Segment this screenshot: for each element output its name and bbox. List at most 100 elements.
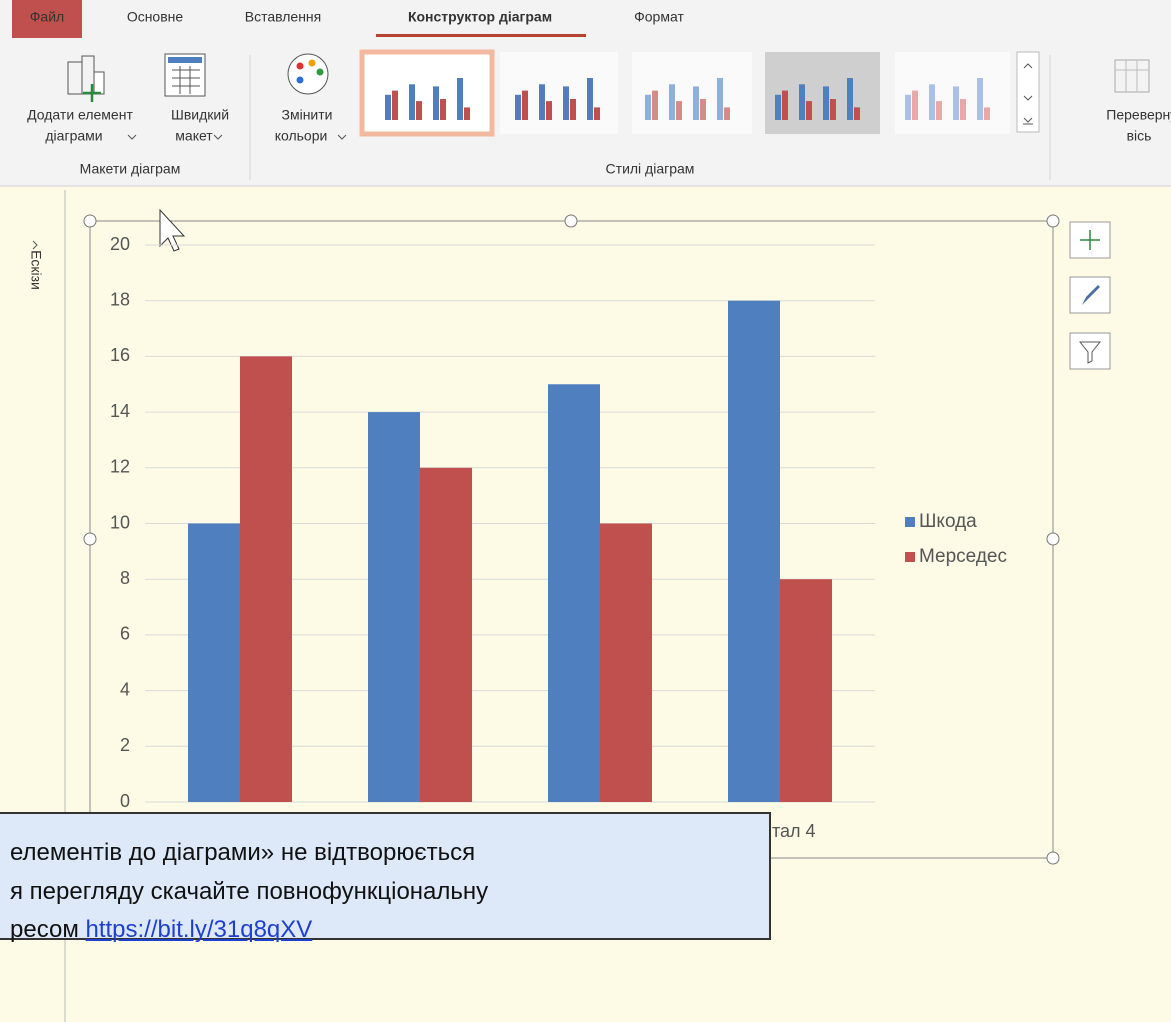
y-tick-label: 16 xyxy=(110,345,130,365)
y-tick-label: 6 xyxy=(120,624,130,644)
resize-handle[interactable] xyxy=(83,532,97,546)
bar xyxy=(728,300,780,802)
add-element-icon xyxy=(67,55,105,102)
ribbon-tab[interactable]: Вставлення xyxy=(245,9,322,25)
thumb-bar xyxy=(385,94,391,120)
switch-axis-icon xyxy=(1114,59,1150,93)
thumb-bar xyxy=(676,101,682,120)
ribbon-tab[interactable]: Конструктор діаграм xyxy=(408,9,552,25)
thumb-bar xyxy=(693,86,699,120)
x-tick-label: тал 4 xyxy=(772,821,816,841)
thumb-bar xyxy=(433,86,439,120)
quick-layout-icon xyxy=(164,53,206,97)
notice-line: я перегляду скачайте повнофункціональну xyxy=(10,877,489,905)
handles xyxy=(83,214,1060,865)
style-thumb[interactable] xyxy=(632,52,752,134)
notice-link[interactable]: https://bit.ly/31q8qXV xyxy=(85,916,313,943)
ribbon-tab[interactable]: Файл xyxy=(30,9,64,25)
bar xyxy=(420,467,472,802)
notice-text: ресом xyxy=(10,916,79,943)
notice-line: ресом https://bit.ly/31q8qXV xyxy=(10,911,769,950)
thumb-bar xyxy=(936,101,942,120)
thumb-bar xyxy=(700,99,706,120)
thumb-bar xyxy=(440,99,446,120)
group-label: Стилі діаграм xyxy=(606,161,695,177)
gallery-arrows xyxy=(1023,63,1033,125)
thumb-bar xyxy=(775,94,781,120)
y-tick-label: 0 xyxy=(120,791,130,811)
bar xyxy=(600,523,652,802)
thumb-bar xyxy=(912,90,918,120)
ribbon-tab[interactable]: Основне xyxy=(127,9,184,25)
thumb-bar xyxy=(594,107,600,120)
thumb-bar xyxy=(457,78,463,120)
ribbon-tab[interactable]: Формат xyxy=(634,9,684,25)
bar xyxy=(188,523,240,802)
notice-line: елементів до діаграми» не відтворюється xyxy=(10,839,476,866)
legend-swatch xyxy=(905,552,915,562)
thumb-bar xyxy=(464,107,470,120)
change-colors-label: Змінити xyxy=(282,107,333,123)
y-tick-label: 18 xyxy=(110,289,130,309)
group-label: Макети діаграм xyxy=(80,161,181,177)
bar xyxy=(368,412,420,802)
switch-axis-label: Перевернут xyxy=(1106,107,1171,123)
switch-axis-label: вісь xyxy=(1127,128,1152,144)
thumb-bar xyxy=(799,84,805,120)
thumb-bar xyxy=(652,90,658,120)
notice-box: елементів до діаграми» не відтворюється … xyxy=(0,812,771,943)
thumb-bar xyxy=(409,84,415,120)
thumb-bar xyxy=(929,84,935,120)
y-tick-label: 10 xyxy=(110,512,130,532)
bar xyxy=(240,356,292,802)
chart-buttons xyxy=(1069,221,1111,370)
thumb-bar xyxy=(539,84,545,120)
thumb-bar xyxy=(806,101,812,120)
y-tick-label: 12 xyxy=(110,457,130,477)
thumb-bar xyxy=(570,99,576,120)
legend-label: Шкода xyxy=(919,511,977,532)
quick-layout-label: Швидкий xyxy=(171,107,229,123)
thumb-bar xyxy=(563,86,569,120)
thumb-bar xyxy=(905,94,911,120)
resize-handle[interactable] xyxy=(1046,851,1060,865)
thumb-bar xyxy=(847,78,853,120)
thumb-bar xyxy=(782,90,788,120)
thumb-bar xyxy=(977,78,983,120)
resize-handle[interactable] xyxy=(1046,214,1060,228)
thumb-bar xyxy=(515,94,521,120)
resize-handle[interactable] xyxy=(83,214,97,228)
y-tick-label: 2 xyxy=(120,735,130,755)
pane-expand[interactable] xyxy=(32,240,38,250)
gallery-scroll[interactable] xyxy=(1016,51,1040,133)
resize-handle[interactable] xyxy=(564,214,578,228)
style-thumb-selected[interactable] xyxy=(359,49,495,137)
colors-icon xyxy=(287,53,329,95)
thumb-bar xyxy=(587,78,593,120)
style-thumb[interactable] xyxy=(500,52,618,134)
thumb-bar xyxy=(823,86,829,120)
thumb-bar xyxy=(669,84,675,120)
thumb-bar xyxy=(984,107,990,120)
thumb-bar xyxy=(392,90,398,120)
thumb-bar xyxy=(724,107,730,120)
y-tick-label: 20 xyxy=(110,234,130,254)
filter-button[interactable] xyxy=(1069,332,1111,370)
resize-handle[interactable] xyxy=(1046,532,1060,546)
thumb-bars xyxy=(385,78,990,120)
thumb-bar xyxy=(960,99,966,120)
dropdown-chevrons xyxy=(127,134,347,140)
quick-layout-label: макет xyxy=(175,128,213,144)
legend-swatch xyxy=(905,517,915,527)
add-element-label: Додати елемент xyxy=(27,107,133,123)
legend-label: Мерседес xyxy=(919,546,1007,567)
thumb-bar xyxy=(830,99,836,120)
y-tick-label: 14 xyxy=(110,401,130,421)
thumb-bar xyxy=(522,90,528,120)
file-tab-bg[interactable] xyxy=(12,0,82,38)
thumb-bar xyxy=(546,101,552,120)
thumb-bar xyxy=(854,107,860,120)
bar xyxy=(780,579,832,802)
